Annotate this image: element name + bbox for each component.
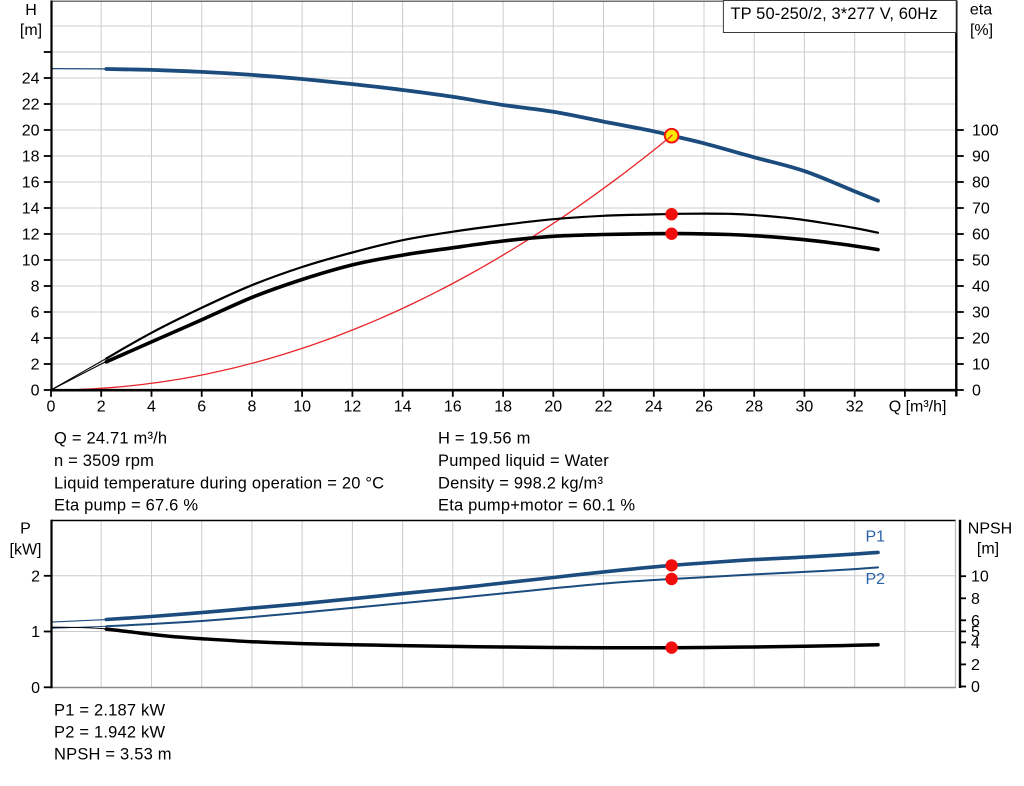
svg-text:90: 90 [972, 149, 990, 166]
svg-text:P2 = 1.942 kW: P2 = 1.942 kW [54, 724, 166, 742]
svg-text:50: 50 [972, 253, 990, 270]
svg-text:10: 10 [293, 399, 311, 416]
svg-text:Q [m³/h]: Q [m³/h] [889, 399, 947, 416]
svg-text:22: 22 [595, 399, 613, 416]
svg-text:32: 32 [846, 399, 864, 416]
svg-text:12: 12 [344, 399, 362, 416]
svg-text:22: 22 [22, 97, 40, 114]
svg-text:6: 6 [971, 613, 980, 630]
svg-text:0: 0 [971, 679, 980, 696]
svg-text:16: 16 [444, 399, 462, 416]
svg-text:24: 24 [22, 71, 40, 88]
svg-text:NPSH: NPSH [968, 521, 1012, 538]
svg-text:16: 16 [22, 175, 40, 192]
svg-text:H: H [25, 2, 37, 19]
svg-text:12: 12 [22, 227, 40, 244]
svg-text:40: 40 [972, 279, 990, 296]
svg-text:2: 2 [971, 657, 980, 674]
svg-text:5: 5 [971, 624, 980, 641]
svg-text:TP 50-250/2, 3*277 V, 60Hz: TP 50-250/2, 3*277 V, 60Hz [731, 5, 938, 23]
svg-text:Density = 998.2 kg/m³: Density = 998.2 kg/m³ [438, 474, 603, 492]
svg-text:100: 100 [972, 123, 999, 140]
svg-text:80: 80 [972, 175, 990, 192]
svg-text:Q = 24.71 m³/h: Q = 24.71 m³/h [54, 430, 167, 448]
svg-text:Liquid temperature during oper: Liquid temperature during operation = 20… [54, 474, 384, 492]
svg-text:8: 8 [971, 591, 980, 608]
svg-text:n = 3509 rpm: n = 3509 rpm [54, 452, 154, 470]
svg-text:P: P [20, 521, 31, 538]
svg-text:0: 0 [972, 383, 981, 400]
svg-text:20: 20 [544, 399, 562, 416]
svg-text:2: 2 [97, 399, 106, 416]
svg-text:10: 10 [972, 357, 990, 374]
svg-text:14: 14 [22, 201, 40, 218]
svg-text:18: 18 [22, 149, 40, 166]
svg-text:70: 70 [972, 201, 990, 218]
svg-text:H = 19.56 m: H = 19.56 m [438, 430, 531, 448]
svg-text:1: 1 [31, 624, 40, 641]
svg-text:28: 28 [745, 399, 763, 416]
svg-text:6: 6 [197, 399, 206, 416]
svg-text:20: 20 [972, 331, 990, 348]
svg-text:[%]: [%] [970, 22, 993, 39]
svg-text:8: 8 [31, 279, 40, 296]
svg-text:P1 = 2.187 kW: P1 = 2.187 kW [54, 701, 166, 719]
svg-text:18: 18 [494, 399, 512, 416]
svg-text:14: 14 [394, 399, 412, 416]
svg-text:2: 2 [31, 568, 40, 585]
svg-text:0: 0 [47, 399, 56, 416]
svg-text:[m]: [m] [977, 541, 999, 558]
svg-text:4: 4 [147, 399, 156, 416]
svg-text:P2: P2 [866, 571, 886, 588]
svg-text:0: 0 [31, 680, 40, 697]
svg-text:24: 24 [645, 399, 663, 416]
svg-text:2: 2 [31, 357, 40, 374]
svg-text:10: 10 [971, 569, 989, 586]
svg-text:8: 8 [247, 399, 256, 416]
svg-text:Pumped liquid = Water: Pumped liquid = Water [438, 452, 609, 470]
svg-text:30: 30 [796, 399, 814, 416]
svg-text:NPSH = 3.53 m: NPSH = 3.53 m [54, 746, 172, 764]
svg-text:10: 10 [22, 253, 40, 270]
svg-text:eta: eta [970, 2, 992, 19]
svg-text:0: 0 [31, 383, 40, 400]
svg-text:4: 4 [31, 331, 40, 348]
svg-text:30: 30 [972, 305, 990, 322]
svg-text:26: 26 [695, 399, 713, 416]
svg-text:[m]: [m] [20, 22, 42, 39]
svg-text:60: 60 [972, 227, 990, 244]
svg-text:[kW]: [kW] [10, 542, 42, 559]
svg-text:P1: P1 [866, 529, 886, 546]
svg-text:Eta pump+motor = 60.1 %: Eta pump+motor = 60.1 % [438, 497, 635, 515]
svg-text:6: 6 [31, 305, 40, 322]
svg-text:4: 4 [971, 635, 980, 652]
svg-text:20: 20 [22, 123, 40, 140]
svg-text:Eta pump = 67.6 %: Eta pump = 67.6 % [54, 497, 198, 515]
